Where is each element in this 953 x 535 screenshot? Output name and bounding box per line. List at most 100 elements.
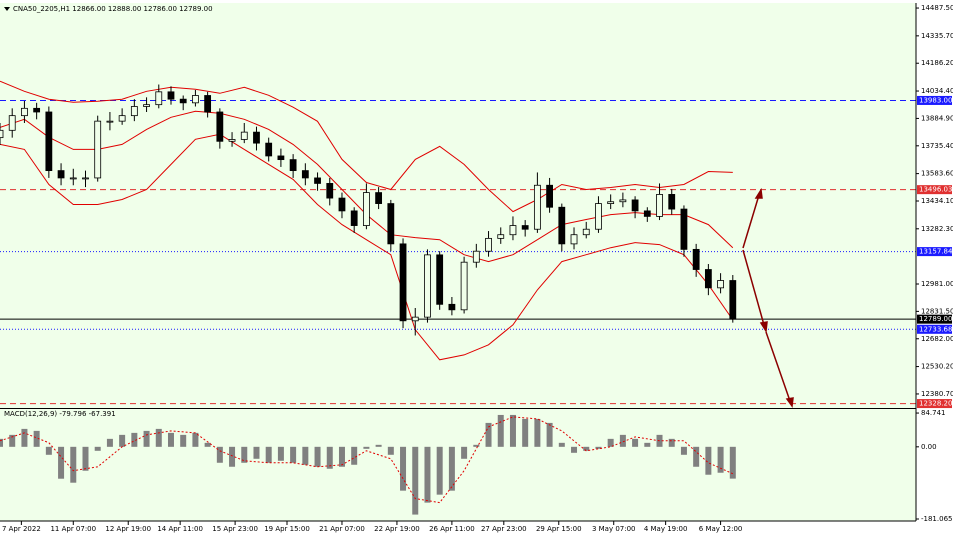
histogram-bar xyxy=(0,438,3,447)
x-tick-label: 19 Apr 15:00 xyxy=(264,525,310,533)
candle-body xyxy=(289,159,297,172)
candle-body xyxy=(130,106,138,117)
candle xyxy=(277,148,285,167)
histogram-bar xyxy=(82,446,89,471)
histogram-bar xyxy=(400,446,407,491)
histogram-bar xyxy=(632,438,639,447)
histogram-bar xyxy=(461,446,468,459)
y-tick-label: 13434.10 xyxy=(921,197,953,205)
candle xyxy=(240,122,248,144)
candle xyxy=(167,86,175,105)
y-tick-label: 12682.00 xyxy=(921,335,953,343)
level-label-box xyxy=(917,399,952,409)
candle xyxy=(192,90,199,107)
histogram-bar xyxy=(705,446,712,475)
histogram-bar xyxy=(424,446,431,503)
y-tick-label: -181.065 xyxy=(921,515,952,523)
histogram-bar xyxy=(180,434,187,447)
histogram-bar xyxy=(314,446,321,467)
arrows xyxy=(742,187,794,408)
candle xyxy=(424,249,431,323)
candle-body xyxy=(472,250,480,263)
x-tick-label: 22 Apr 19:00 xyxy=(374,525,420,533)
candle-body xyxy=(204,95,212,113)
level-label-box xyxy=(917,95,952,105)
candle xyxy=(582,221,590,239)
candle xyxy=(472,243,480,268)
level-label-box xyxy=(917,185,952,195)
histogram-bar xyxy=(155,428,162,447)
histogram-bar xyxy=(375,444,382,447)
menu-icon xyxy=(4,7,10,11)
y-tick-label: 0.00 xyxy=(921,443,937,451)
histogram-bar xyxy=(595,446,602,449)
candle-body xyxy=(118,115,126,122)
candle-body xyxy=(436,254,444,305)
candle-body xyxy=(228,139,236,142)
candle xyxy=(45,106,53,178)
candle-body xyxy=(582,228,590,236)
histogram-bar xyxy=(680,446,687,455)
candle xyxy=(387,199,395,252)
candle-body xyxy=(607,201,615,204)
candle xyxy=(485,231,492,257)
price-pane xyxy=(0,3,916,408)
candle-body xyxy=(314,177,321,184)
candle-body xyxy=(45,111,53,172)
arrow-head xyxy=(754,187,763,199)
histogram-bar xyxy=(302,446,309,465)
arrow xyxy=(742,249,765,326)
candle-body xyxy=(167,91,175,100)
histogram-bar xyxy=(21,428,28,447)
arrow xyxy=(742,194,760,249)
candle-body xyxy=(570,234,578,245)
candle-body xyxy=(558,206,566,245)
candle xyxy=(130,99,138,122)
candle-body xyxy=(216,111,224,142)
candle xyxy=(0,122,4,145)
y-tick-label: 14335.70 xyxy=(921,32,953,40)
candle-body xyxy=(448,303,456,311)
histogram-bar xyxy=(717,446,724,473)
candle xyxy=(301,163,309,186)
histogram-bar xyxy=(216,446,223,463)
candle-body xyxy=(485,237,492,252)
histogram-bar xyxy=(131,432,138,447)
candle-body xyxy=(717,280,724,289)
candle xyxy=(643,207,651,222)
level-label-box xyxy=(917,324,952,334)
x-tick-label: 29 Apr 15:00 xyxy=(536,525,582,533)
candle xyxy=(460,256,468,314)
histogram-bar xyxy=(9,434,16,447)
candle-body xyxy=(680,208,688,250)
histogram-bar xyxy=(546,422,553,447)
candle xyxy=(216,108,224,149)
candle-body xyxy=(277,155,285,161)
candle-body xyxy=(82,177,89,180)
histogram-bar xyxy=(522,418,529,447)
candle-body xyxy=(631,199,639,212)
level-label-box xyxy=(917,247,952,257)
candle xyxy=(94,115,102,182)
x-tick-label: 14 Apr 11:00 xyxy=(157,525,203,533)
histogram-bar xyxy=(119,434,126,447)
candle xyxy=(509,216,517,241)
candle-body xyxy=(509,225,517,236)
candle-body xyxy=(21,107,28,117)
histogram-bar xyxy=(644,442,651,447)
candle xyxy=(362,183,370,230)
y-tick-label: 13884.90 xyxy=(921,114,953,122)
candle-body xyxy=(338,197,346,212)
candle-body xyxy=(668,194,676,210)
histogram-bar xyxy=(363,446,370,449)
x-tick-label: 7 Apr 2022 xyxy=(2,525,41,533)
candle-body xyxy=(643,210,651,217)
candle-body xyxy=(533,184,541,230)
candle xyxy=(82,170,89,188)
histogram-bar xyxy=(351,446,358,465)
histogram-bar xyxy=(167,432,174,447)
macd-pane xyxy=(0,409,916,521)
histogram-bar xyxy=(94,446,101,451)
arrow-head xyxy=(759,321,768,334)
